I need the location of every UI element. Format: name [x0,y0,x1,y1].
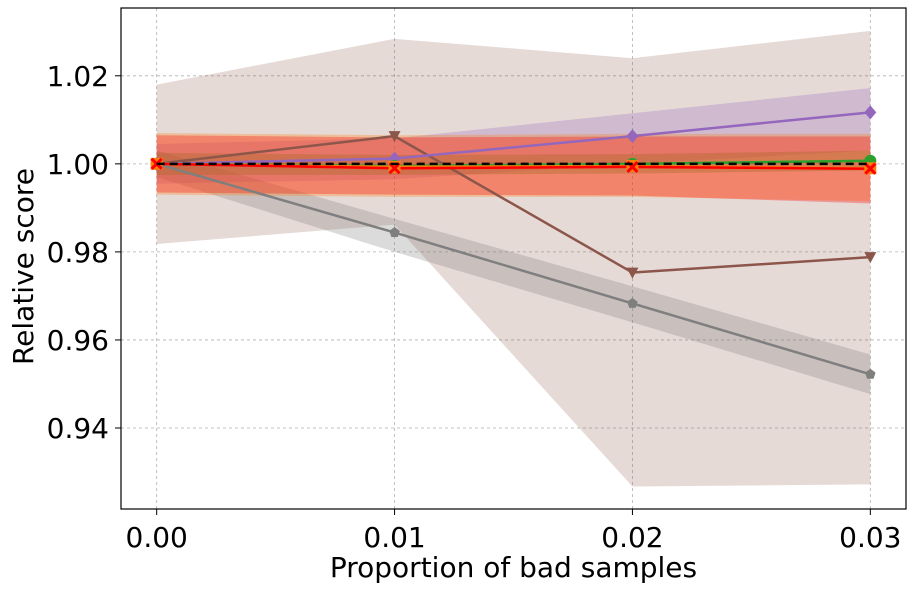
series-brown-point [626,267,639,279]
y-tick-label: 0.96 [47,324,109,357]
series-brown-point [864,252,877,264]
series-markers [150,105,877,379]
series-gray-line [156,162,871,376]
y-tick-label: 0.94 [47,412,109,445]
y-tick-label: 1.00 [47,148,109,181]
series-red-line [156,162,871,170]
series-gray-band [156,150,871,395]
y-tick-label: 0.98 [47,236,109,269]
series-red-point [864,162,877,175]
series-gray-point [865,368,876,379]
x-tick-label: 0.01 [363,521,425,554]
series-brown-line [156,134,871,274]
y-tick-label: 1.02 [47,60,109,93]
series-gray-point [627,297,638,308]
confidence-bands [156,30,871,487]
series-purple-point [626,129,639,144]
series-brown-point [388,131,401,143]
series-purple-line [156,111,871,166]
series-brown-band [156,30,871,487]
tick-layer: 0.00 0.01 0.02 0.03 0.94 0.96 0.98 1.00 1.02 [47,60,902,554]
series-purple-point [864,105,877,120]
y-axis-label: Relative score [7,168,40,365]
x-axis-label: Proportion of bad samples [330,551,697,584]
plot-frame [120,7,907,510]
series-gray-point [389,227,400,237]
series-red-band [156,135,871,204]
x-tick-label: 0.03 [839,521,901,554]
x-tick-label: 0.02 [601,521,663,554]
x-tick-label: 0.00 [126,521,188,554]
